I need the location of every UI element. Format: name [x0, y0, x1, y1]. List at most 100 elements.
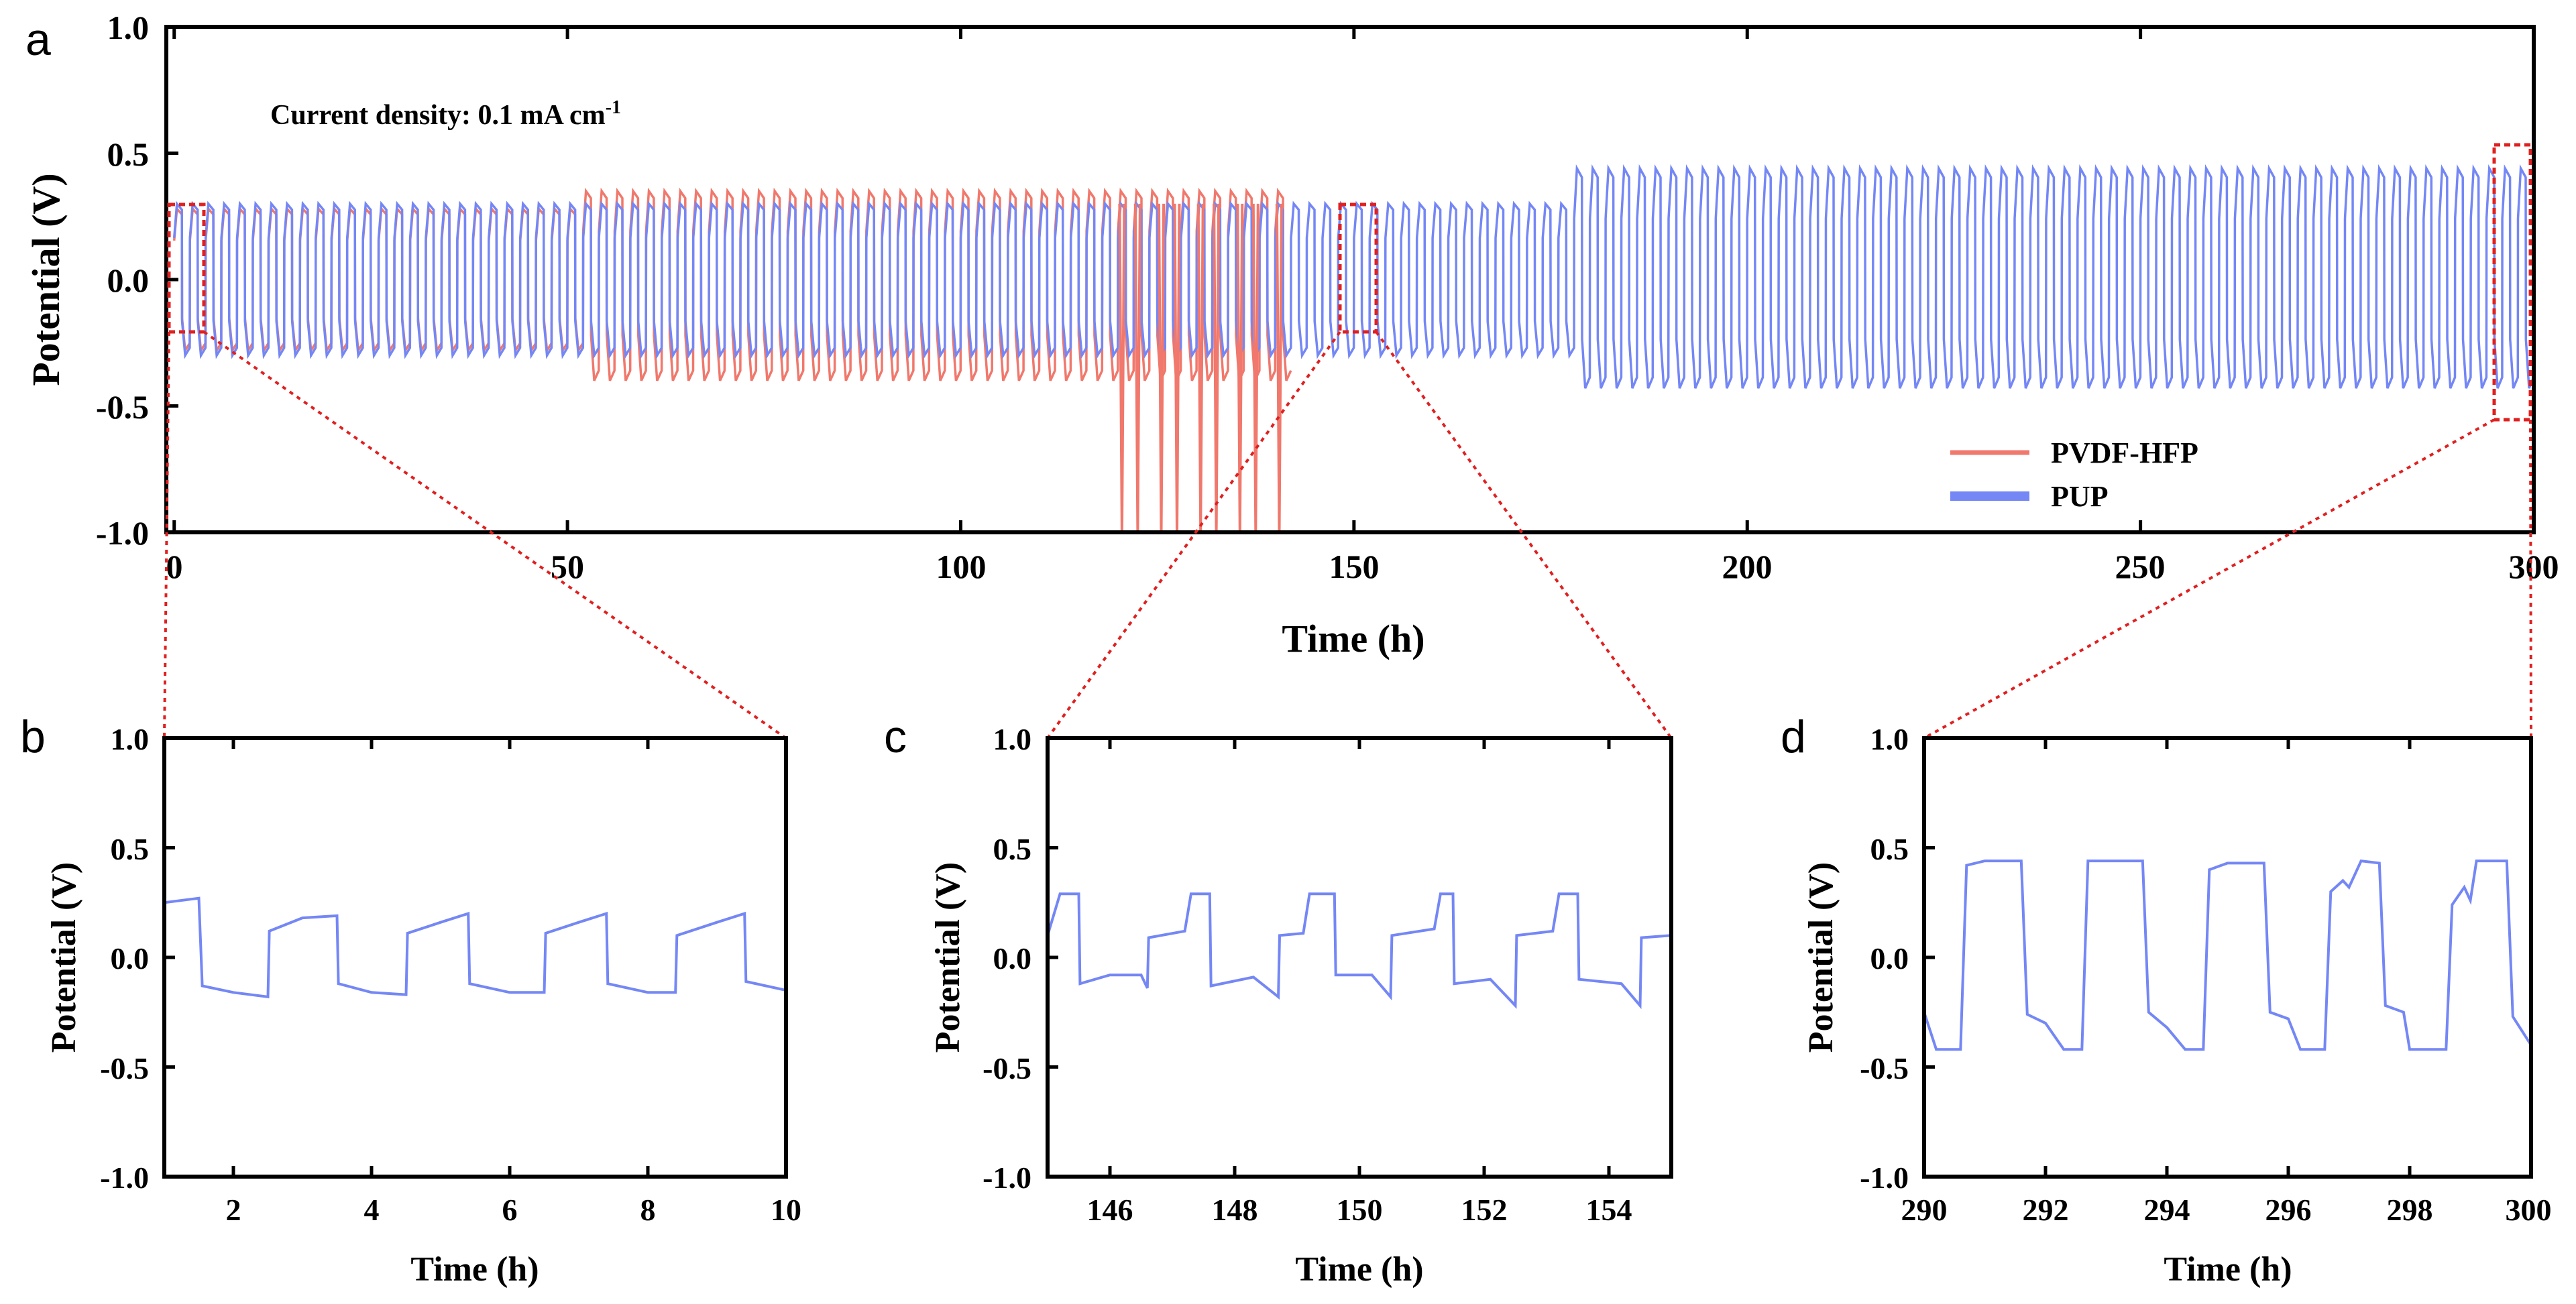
zoom-connectors: [163, 331, 2532, 739]
zoom-box-c: [1338, 202, 1378, 334]
xtick-label: 200: [1722, 548, 1773, 585]
short-circuit-spike: [1118, 203, 1126, 532]
panel-b-xticklabels: 2 4 6 8 10: [226, 1193, 802, 1227]
current-density-annotation: Current density: 0.1 mA cm-1: [270, 97, 621, 131]
ytick-label: -0.5: [100, 1051, 149, 1085]
series-pup-line: [1924, 859, 2531, 1051]
panel-b-label: b: [20, 711, 46, 762]
xtick-label: 2: [226, 1193, 241, 1227]
ytick-label: 0.0: [111, 941, 150, 975]
ytick-label: 1.0: [111, 722, 150, 756]
panel-d-axes-frame: [1922, 736, 2533, 1179]
series-pup-line: [1048, 892, 1671, 1010]
panel-a-ylabel: Potential (V): [24, 173, 68, 386]
panel-a-label: a: [25, 14, 51, 65]
panel-c-yticklabels: 1.0 0.5 0.0 -0.5 -1.0: [983, 722, 1031, 1195]
series-pup-line: [164, 896, 786, 999]
xtick-label: 294: [2144, 1193, 2190, 1227]
panel-c-xticklabels: 146 148 150 152 154: [1087, 1193, 1632, 1227]
xtick-label: 146: [1087, 1193, 1133, 1227]
panel-d-xlabel: Time (h): [2164, 1250, 2292, 1289]
xtick-label: 152: [1461, 1193, 1508, 1227]
connector-line: [163, 331, 170, 739]
connector-line: [2529, 419, 2532, 739]
xtick-label: 148: [1212, 1193, 1258, 1227]
short-circuit-spike: [1213, 203, 1221, 532]
ytick-label: 1.0: [993, 722, 1032, 756]
xtick-label: 6: [502, 1193, 518, 1227]
panel-b-axes-frame: [162, 736, 788, 1179]
ytick-label: 1.0: [1870, 722, 1909, 756]
xtick-label: 10: [771, 1193, 801, 1227]
legend: PVDF-HFP PUP: [1950, 436, 2198, 513]
ytick-label: -0.5: [1860, 1051, 1909, 1085]
xtick-label: 50: [551, 548, 584, 585]
panel-a-yticklabels: 1.0 0.5 0.0 -0.5 -1.0: [96, 9, 149, 552]
panel-c-xlabel: Time (h): [1295, 1250, 1423, 1289]
xtick-label: 150: [1337, 1193, 1383, 1227]
ytick-label: 0.5: [111, 832, 150, 866]
panel-b: b 1.0 0.5 0.0 -0.5 -1.0 2 4 6 8 10 Time …: [20, 711, 801, 1289]
panel-c-label: c: [884, 711, 907, 762]
panel-c-ticks: [1048, 736, 1611, 1179]
panel-d-xticklabels: 290 292 294 296 298 300: [1901, 1193, 2552, 1227]
ytick-label: 0.5: [993, 832, 1032, 866]
panel-d-ylabel: Potential (V): [1802, 862, 1840, 1053]
xtick-label: 250: [2115, 548, 2166, 585]
panel-a-xticklabels: 0 50 100 150 200 250 300: [166, 548, 2559, 585]
panel-b-xlabel: Time (h): [410, 1250, 539, 1289]
xtick-label: 154: [1586, 1193, 1632, 1227]
ytick-label: 0.0: [993, 941, 1032, 975]
panel-c-ylabel: Potential (V): [929, 862, 967, 1053]
ytick-label: -1.0: [1860, 1161, 1909, 1195]
xtick-label: 4: [364, 1193, 380, 1227]
connector-line: [203, 331, 787, 739]
panel-d-label: d: [1781, 711, 1806, 762]
panel-a-data-traces: [172, 164, 2534, 532]
xtick-label: 0: [166, 548, 183, 585]
short-circuit-spike: [1173, 203, 1181, 532]
short-circuit-spike: [1275, 203, 1283, 532]
short-circuit-spike: [1236, 203, 1244, 532]
panel-b-yticklabels: 1.0 0.5 0.0 -0.5 -1.0: [100, 722, 149, 1195]
panel-b-ticks: [164, 736, 650, 1179]
connector-line: [1375, 331, 1673, 739]
panel-d-ticks: [1924, 736, 2412, 1179]
xtick-label: 150: [1329, 548, 1380, 585]
short-circuit-spike: [1133, 203, 1141, 532]
xtick-label: 300: [2506, 1193, 2552, 1227]
panel-c: c 1.0 0.5 0.0 -0.5 -1.0 146 148 150 152 …: [884, 711, 1673, 1289]
short-circuit-spike: [1251, 203, 1259, 532]
xtick-label: 296: [2265, 1193, 2312, 1227]
panel-a-ticks: [166, 25, 2536, 534]
connector-line: [1923, 418, 2495, 739]
short-circuit-spike: [1196, 203, 1205, 532]
ytick-label: 1.0: [107, 9, 150, 46]
panel-d: d 1.0 0.5 0.0 -0.5 -1.0 290 292 294 296 …: [1781, 711, 2552, 1289]
ytick-label: -1.0: [983, 1161, 1031, 1195]
xtick-label: 290: [1901, 1193, 1948, 1227]
ytick-label: -0.5: [96, 388, 149, 426]
legend-label-pup: PUP: [2051, 480, 2109, 513]
zoom-box-d: [2492, 143, 2532, 422]
ytick-label: 0.5: [1870, 832, 1909, 866]
panel-a-xlabel: Time (h): [1282, 617, 1424, 660]
legend-label-pvdf-hfp: PVDF-HFP: [2051, 436, 2198, 469]
xtick-label: 298: [2387, 1193, 2433, 1227]
xtick-label: 300: [2509, 548, 2559, 585]
series-pup-line: [172, 164, 2534, 389]
zoom-boxes: [167, 143, 2532, 422]
xtick-label: 292: [2023, 1193, 2069, 1227]
ytick-label: -1.0: [96, 514, 149, 552]
connector-line: [1046, 331, 1341, 739]
xtick-label: 100: [936, 548, 987, 585]
panel-b-ylabel: Potential (V): [45, 862, 83, 1053]
ytick-label: 0.0: [107, 261, 150, 299]
ytick-label: 0.5: [107, 135, 150, 173]
ytick-label: -0.5: [983, 1051, 1031, 1085]
short-circuit-spike: [1158, 203, 1166, 532]
panel-d-yticklabels: 1.0 0.5 0.0 -0.5 -1.0: [1860, 722, 1909, 1195]
ytick-label: -1.0: [100, 1161, 149, 1195]
panel-a: a 1.0 0.5 0.0 -0.5 -1.0 0 50 100 150 200…: [24, 9, 2559, 660]
